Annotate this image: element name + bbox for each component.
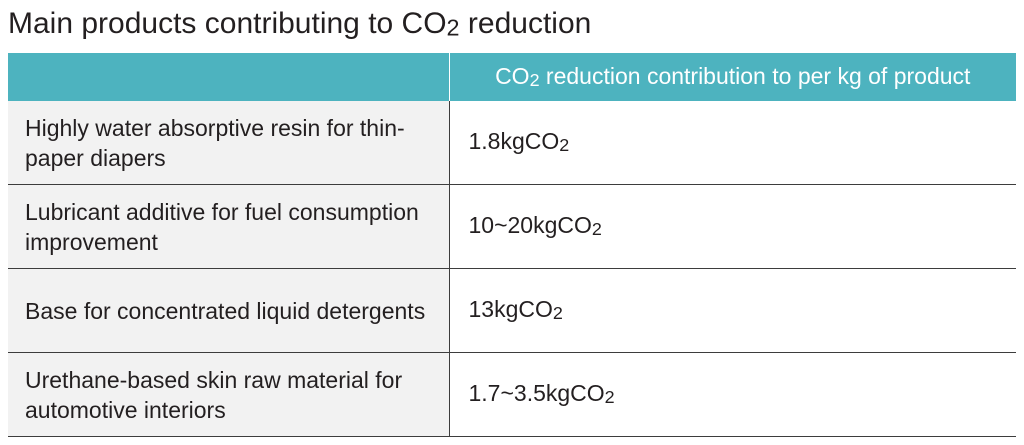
value-subscript: 2 [552,302,563,323]
product-name: Urethane-based skin raw material for aut… [8,352,450,437]
product-name: Lubricant additive for fuel consumption … [8,184,450,269]
product-name: Base for concentrated liquid detergents [8,268,450,353]
table-row: Urethane-based skin raw material for aut… [8,352,1016,437]
value-text: 1.7~3.5kgCO [468,379,605,406]
co2-reduction-table: CO2 reduction contribution to per kg of … [8,53,1016,437]
header-product [8,53,450,101]
value-text: 10~20kgCO [468,211,592,238]
table-row: Highly water absorptive resin for thin-p… [8,101,1016,185]
table-row: Lubricant additive for fuel consumption … [8,184,1016,269]
value-text: 1.8kgCO [468,127,560,154]
reduction-value: 10~20kgCO2 [449,184,1016,269]
title-text: Main products contributing to CO [8,7,447,40]
table-row: Base for concentrated liquid detergents … [8,268,1016,353]
value-subscript: 2 [559,134,570,155]
header-reduction: CO2 reduction contribution to per kg of … [449,53,1016,101]
value-text: 13kgCO [468,295,553,322]
reduction-value: 1.8kgCO2 [449,101,1016,185]
table-header-row: CO2 reduction contribution to per kg of … [8,53,1016,101]
title-text-end: reduction [459,7,592,40]
product-name: Highly water absorptive resin for thin-p… [8,101,450,185]
value-subscript: 2 [604,386,615,407]
reduction-value: 1.7~3.5kgCO2 [449,352,1016,437]
header-text-end: reduction contribution to per kg of prod… [539,63,971,90]
title-subscript: 2 [446,14,460,41]
header-text: CO [495,63,530,90]
page-title: Main products contributing to CO2 reduct… [8,6,591,45]
header-subscript: 2 [529,69,540,90]
value-subscript: 2 [591,218,602,239]
reduction-value: 13kgCO2 [449,268,1016,353]
